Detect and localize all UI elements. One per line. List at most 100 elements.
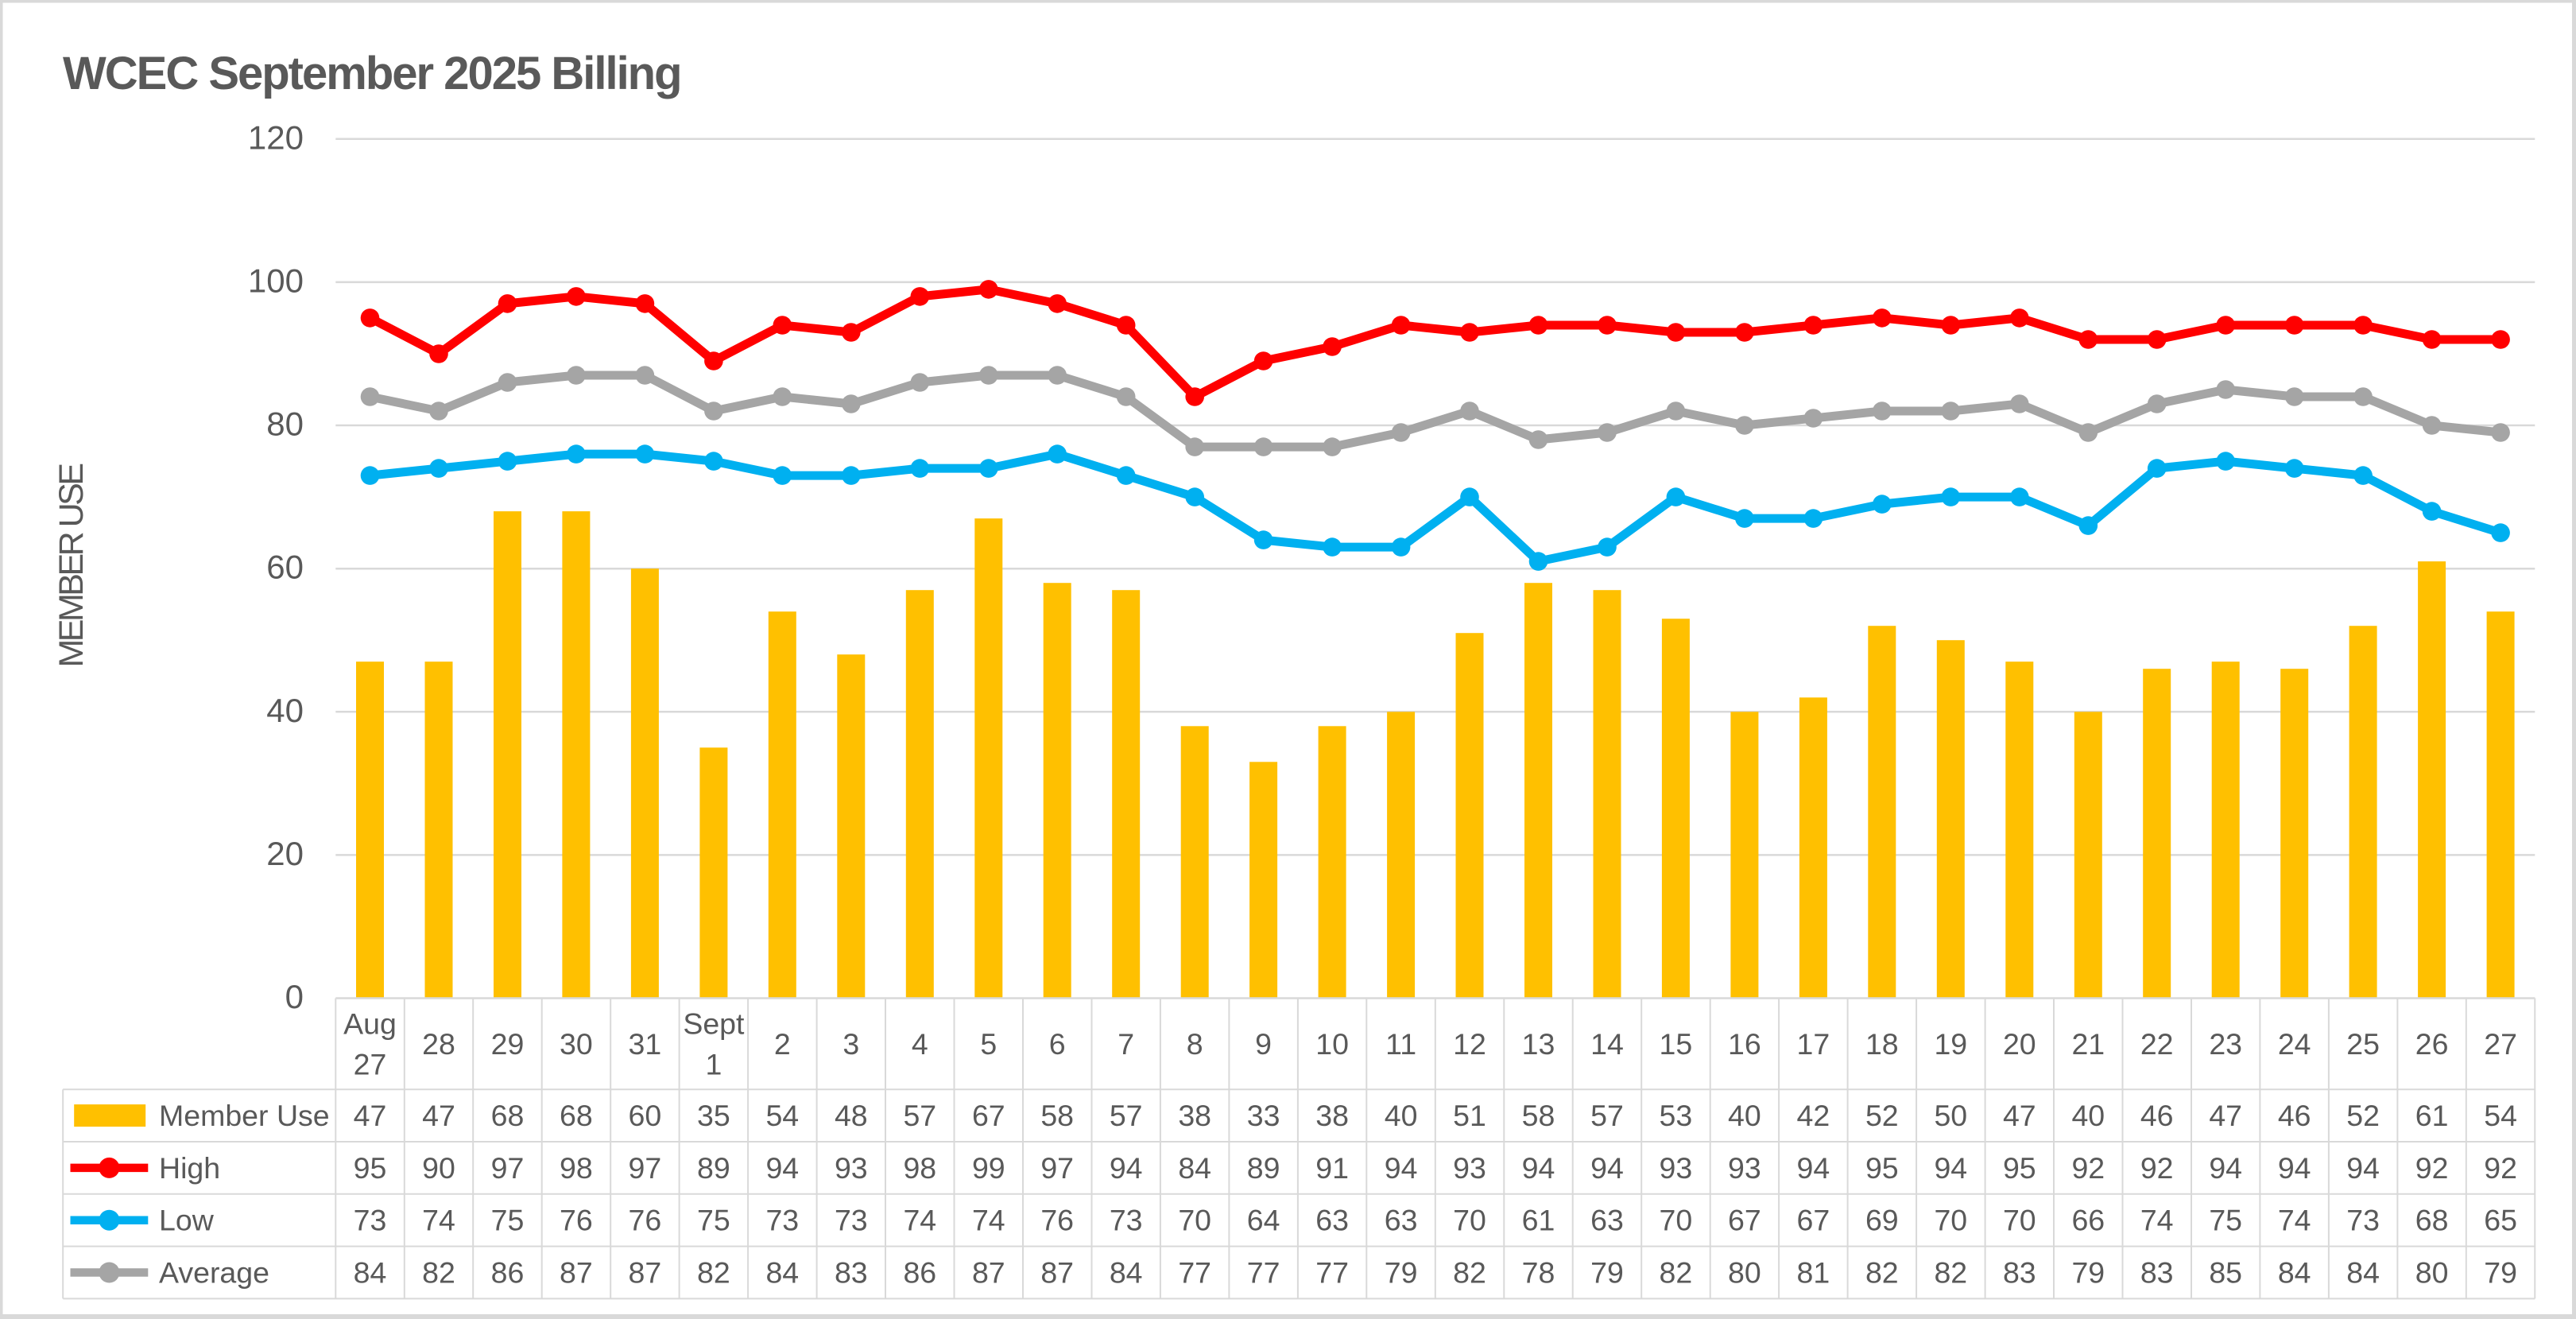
svg-text:73: 73 [1110, 1204, 1143, 1237]
svg-text:89: 89 [1247, 1151, 1280, 1185]
svg-text:63: 63 [1385, 1204, 1418, 1237]
svg-text:28: 28 [422, 1027, 455, 1061]
svg-text:82: 82 [1660, 1256, 1693, 1290]
svg-text:25: 25 [2346, 1027, 2380, 1061]
svg-text:64: 64 [1247, 1204, 1280, 1237]
svg-text:97: 97 [491, 1151, 525, 1185]
svg-text:67: 67 [1728, 1204, 1761, 1237]
svg-text:85: 85 [2209, 1256, 2242, 1290]
svg-text:42: 42 [1797, 1099, 1830, 1132]
svg-text:4: 4 [912, 1027, 928, 1061]
svg-text:92: 92 [2071, 1151, 2105, 1185]
svg-text:61: 61 [2415, 1099, 2449, 1132]
svg-text:82: 82 [697, 1256, 730, 1290]
svg-text:70: 70 [1178, 1204, 1211, 1237]
svg-text:57: 57 [903, 1099, 936, 1132]
svg-text:38: 38 [1178, 1099, 1211, 1132]
svg-text:81: 81 [1797, 1256, 1830, 1290]
svg-text:99: 99 [972, 1151, 1005, 1185]
svg-text:9: 9 [1255, 1027, 1272, 1061]
svg-text:54: 54 [2484, 1099, 2517, 1132]
svg-text:38: 38 [1315, 1099, 1349, 1132]
svg-text:79: 79 [2071, 1256, 2105, 1290]
svg-text:92: 92 [2140, 1151, 2174, 1185]
svg-text:94: 94 [2346, 1151, 2380, 1185]
svg-text:94: 94 [2209, 1151, 2242, 1185]
svg-text:80: 80 [1728, 1256, 1761, 1290]
svg-text:13: 13 [1522, 1027, 1555, 1061]
svg-text:87: 87 [560, 1256, 593, 1290]
svg-text:95: 95 [354, 1151, 387, 1185]
svg-text:84: 84 [2278, 1256, 2311, 1290]
svg-text:77: 77 [1315, 1256, 1349, 1290]
svg-text:66: 66 [2071, 1204, 2105, 1237]
svg-text:61: 61 [1522, 1204, 1555, 1237]
svg-text:75: 75 [491, 1204, 525, 1237]
svg-text:84: 84 [354, 1256, 387, 1290]
svg-text:26: 26 [2415, 1027, 2449, 1061]
svg-text:High: High [159, 1151, 220, 1185]
svg-text:70: 70 [1453, 1204, 1486, 1237]
svg-text:33: 33 [1247, 1099, 1280, 1132]
svg-text:74: 74 [903, 1204, 936, 1237]
svg-text:46: 46 [2278, 1099, 2311, 1132]
svg-text:40: 40 [266, 692, 304, 729]
svg-text:95: 95 [2003, 1151, 2036, 1185]
svg-text:47: 47 [2003, 1099, 2036, 1132]
svg-text:84: 84 [1178, 1151, 1211, 1185]
svg-text:98: 98 [560, 1151, 593, 1185]
svg-text:76: 76 [629, 1204, 662, 1237]
svg-text:74: 74 [2278, 1204, 2311, 1237]
svg-text:79: 79 [1385, 1256, 1418, 1290]
svg-text:63: 63 [1590, 1204, 1624, 1237]
svg-text:68: 68 [2415, 1204, 2449, 1237]
svg-text:58: 58 [1040, 1099, 1074, 1132]
svg-text:21: 21 [2071, 1027, 2105, 1061]
svg-text:76: 76 [560, 1204, 593, 1237]
svg-text:65: 65 [2484, 1204, 2517, 1237]
svg-text:10: 10 [1315, 1027, 1349, 1061]
svg-text:82: 82 [1865, 1256, 1899, 1290]
svg-text:82: 82 [1453, 1256, 1486, 1290]
svg-text:87: 87 [1040, 1256, 1074, 1290]
svg-text:94: 94 [765, 1151, 799, 1185]
svg-text:5: 5 [980, 1027, 997, 1061]
svg-text:3: 3 [843, 1027, 859, 1061]
svg-text:84: 84 [1110, 1256, 1143, 1290]
svg-text:94: 94 [1934, 1151, 1967, 1185]
svg-text:20: 20 [266, 835, 304, 872]
svg-text:50: 50 [1934, 1099, 1967, 1132]
svg-text:94: 94 [2278, 1151, 2311, 1185]
svg-text:11: 11 [1385, 1027, 1416, 1061]
svg-text:47: 47 [2209, 1099, 2242, 1132]
svg-text:17: 17 [1797, 1027, 1830, 1061]
svg-text:27: 27 [2484, 1027, 2517, 1061]
svg-text:94: 94 [1590, 1151, 1624, 1185]
svg-text:70: 70 [2003, 1204, 2036, 1237]
svg-text:67: 67 [972, 1099, 1005, 1132]
svg-text:70: 70 [1660, 1204, 1693, 1237]
svg-text:60: 60 [629, 1099, 662, 1132]
svg-text:24: 24 [2278, 1027, 2311, 1061]
svg-text:73: 73 [765, 1204, 799, 1237]
svg-text:79: 79 [1590, 1256, 1624, 1290]
svg-text:100: 100 [248, 262, 304, 299]
svg-text:80: 80 [2415, 1256, 2449, 1290]
svg-text:73: 73 [835, 1204, 868, 1237]
svg-text:97: 97 [629, 1151, 662, 1185]
svg-text:48: 48 [835, 1099, 868, 1132]
svg-text:54: 54 [765, 1099, 799, 1132]
svg-text:94: 94 [1797, 1151, 1830, 1185]
svg-text:92: 92 [2415, 1151, 2449, 1185]
svg-text:16: 16 [1728, 1027, 1761, 1061]
svg-text:75: 75 [697, 1204, 730, 1237]
svg-text:83: 83 [2003, 1256, 2036, 1290]
svg-text:75: 75 [2209, 1204, 2242, 1237]
svg-text:20: 20 [2003, 1027, 2036, 1061]
svg-text:15: 15 [1660, 1027, 1693, 1061]
svg-text:27: 27 [354, 1047, 387, 1080]
svg-text:63: 63 [1315, 1204, 1349, 1237]
svg-text:76: 76 [1040, 1204, 1074, 1237]
svg-text:67: 67 [1797, 1204, 1830, 1237]
svg-text:95: 95 [1865, 1151, 1899, 1185]
